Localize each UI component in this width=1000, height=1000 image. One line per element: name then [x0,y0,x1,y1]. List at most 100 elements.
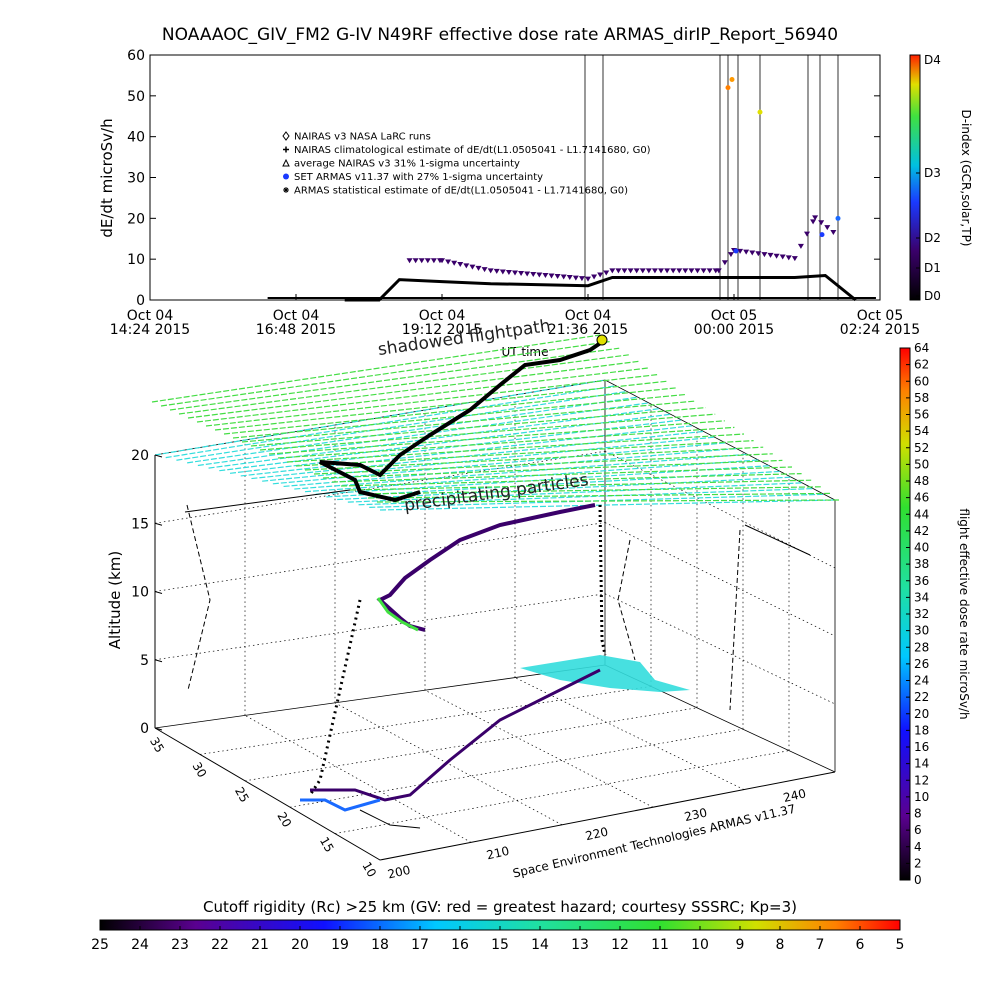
shadow-grid-row [349,479,812,491]
dose-rate-tick-label: 16 [914,740,929,754]
longitude-tick-label: 220 [584,825,609,844]
altitude-tick-label: 15 [131,516,149,532]
dose-rate-tick-label: 4 [914,840,922,854]
particle-grid-row [197,402,649,467]
armas-marker [824,225,831,231]
armas-marker [554,274,561,280]
dose-rate-tick-label: 18 [914,723,929,737]
armas-marker [779,254,786,260]
armas-marker [542,273,549,279]
armas-marker [639,268,646,274]
legend-item: NAIRAS v3 NASA LaRC runs [282,131,431,143]
dindex-colorbar: D0 D1 D2 D3 D4 D-index (GCR,solar,TP) [909,53,973,303]
wall-shadow-right [729,529,741,711]
shadow-grid-row [196,367,649,423]
armas-marker [715,268,722,274]
armas-marker [481,267,488,273]
top-y-tick-label: 50 [127,89,145,105]
floor-back-edges [154,664,836,773]
dose-rate-tick-label: 52 [914,441,929,455]
armas-marker [755,251,762,257]
wall-shadow-center [617,539,636,661]
dose-rate-tick-label: 54 [914,424,929,438]
armas-marker [524,271,531,277]
shadow-grid-row [268,420,725,455]
armas-marker [512,270,518,276]
shadow-grid-row [313,453,773,475]
dindex-tick-label: D0 [924,289,941,303]
floor-grid-line [424,689,654,808]
cutoff-rigidity-tick-label: 17 [411,937,429,953]
dindex-tick-label: D2 [924,231,941,245]
latitude-tick-label: 15 [317,834,337,854]
shadow-grid-row [304,446,764,471]
top-x-tick-time: 21:36 2015 [548,322,628,338]
top-y-tick-label: 40 [127,130,145,146]
cutoff-rigidity-tick-label: 24 [131,937,149,953]
cutoff-rigidity-tick-label: 16 [451,937,469,953]
dose-rate-tick-label: 62 [914,358,929,372]
top-y-tick-label: 0 [136,293,145,309]
armas-marker [830,230,837,236]
credit-label: Space Environment Technologies ARMAS v11… [511,802,796,881]
chart-title: NOAAAOC_GIV_FM2 G-IV N49RF effective dos… [162,25,838,45]
projection-line-right [744,524,811,556]
top-data-layer [267,55,876,302]
dindex-tick-label: D4 [924,53,941,67]
armas-highlight-marker [729,77,735,82]
cutoff-rigidity-ticks: 25 24 23 22 21 20 19 18 17 16 15 14 13 12 11 10 9 8 7 6 5 [91,926,904,953]
top-x-tick-time: 19:12 2015 [402,322,482,338]
armas-marker [700,268,707,274]
dose-rate-tick-label: 30 [914,624,929,638]
descent-segment [598,504,607,656]
cutoff-rigidity-tick-label: 23 [171,937,189,953]
shadow-grid-row [367,492,831,499]
armas-marker [682,268,689,274]
dose-rate-tick-label: 50 [914,457,929,471]
top-x-tick-date: Oct 04 [419,308,466,324]
altitude-tick-label: 5 [140,653,149,669]
armas-marker [469,264,476,270]
projection-line-left [184,489,351,513]
cutoff-rigidity-tick-label: 13 [571,937,589,953]
cutoff-rigidity-tick-label: 9 [736,937,745,953]
shadow-grid-row [295,440,754,467]
top-x-tick-date: Oct 04 [127,308,174,324]
armas-marker [585,276,591,282]
dose-rate-tick-label: 38 [914,557,929,571]
armas-marker [493,268,500,274]
armas-marker [475,265,482,271]
dose-rate-tick-label: 44 [914,507,929,521]
three-d-frame [154,379,836,861]
armas-marker [785,255,792,261]
cutoff-rigidity-label: Cutoff rigidity (Rc) >25 km (GV: red = g… [203,898,797,916]
legend-item: SET ARMAS v11.37 with 27% 1-sigma uncert… [283,172,543,183]
longitude-tick-label: 200 [386,863,411,882]
armas-highlight-marker [835,215,841,221]
dose-rate-tick-label: 42 [914,524,929,538]
armas-marker [439,258,445,264]
shadowed-flightpath-layer [151,334,841,692]
wall-grid-line [154,593,606,661]
armas-marker [749,250,756,256]
armas-marker [812,215,819,221]
latitude-tick-label: 35 [147,735,167,755]
dindex-tick-label: D3 [924,166,941,180]
shadow-grid-row [241,400,697,443]
cutoff-rigidity-tick-label: 10 [691,937,709,953]
armas-marker [743,249,750,255]
altitude-tick-label: 10 [131,585,149,601]
high-dose-segment [376,597,419,632]
cutoff-rigidity-tick-label: 11 [651,937,669,953]
armas-marker [727,252,734,258]
particle-grid-row [187,396,638,464]
cutoff-rigidity-tick-label: 14 [531,937,549,953]
particle-grid-row [304,459,759,493]
longitude-tick-label: 230 [683,805,708,824]
wall-grid-line [154,522,606,592]
cutoff-rigidity-tick-label: 15 [491,937,509,953]
armas-marker [451,260,458,266]
armas-marker [418,258,425,264]
longitude-tick-label: 240 [782,786,807,805]
